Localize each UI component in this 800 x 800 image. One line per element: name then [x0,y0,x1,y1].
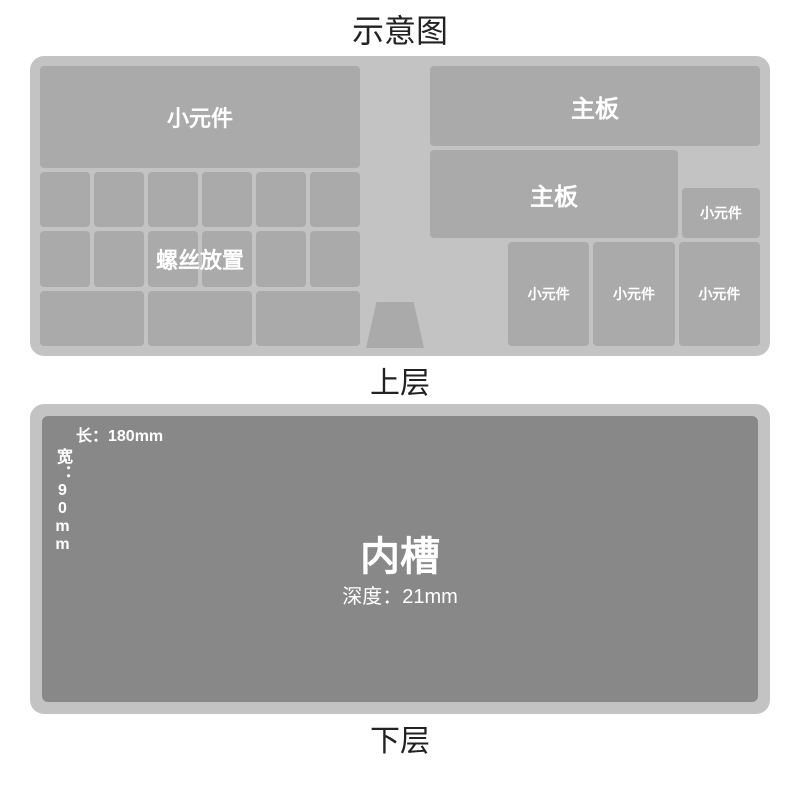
screw-cell-wide [148,291,252,346]
small-cell-right: 小元件 [682,188,760,238]
screw-grid [40,172,360,346]
small-cell-bottom: 小元件 [679,242,760,346]
screw-cell [202,172,252,227]
small-cell-bottom: 小元件 [593,242,674,346]
screw-cell [94,231,144,286]
upper-right-panel: 主板 主板 小元件 小元件 小元件 小元件 [430,66,760,346]
screw-area: 螺丝放置 [40,172,360,346]
center-notch [366,66,424,346]
upper-layer-label: 上层 [0,356,800,404]
screw-cell [94,172,144,227]
slot-title: 内槽 [30,524,770,582]
length-label: 长：180mm [76,422,163,446]
screw-cell [40,172,90,227]
mainboard-label: 主板 [571,89,619,124]
lower-tray: 长：180mm 宽：90mm 内槽 深度：21mm [30,404,770,714]
screw-cell [310,172,360,227]
small-label: 小元件 [528,284,570,304]
screw-cell [40,231,90,286]
notch-shape [366,302,424,348]
mainboard-cell-2: 主板 [430,150,678,238]
upper-tray: 小元件 [30,56,770,356]
screw-cell [256,172,306,227]
mainboard-label: 主板 [530,177,578,212]
screw-cell-wide [256,291,360,346]
small-components-cell: 小元件 [40,66,360,168]
small-label: 小元件 [700,203,742,223]
small-label: 小元件 [613,284,655,304]
screw-cell [148,231,198,286]
depth-label: 深度：21mm [30,580,770,609]
diagram-title: 示意图 [0,0,800,56]
screw-cell [148,172,198,227]
small-components-label: 小元件 [167,101,233,133]
screw-cell-wide [40,291,144,346]
screw-cell [202,231,252,286]
small-cell-bottom: 小元件 [508,242,589,346]
screw-cell [310,231,360,286]
screw-cell [256,231,306,286]
upper-left-panel: 小元件 [40,66,360,346]
lower-layer-label: 下层 [0,714,800,762]
small-label: 小元件 [698,284,740,304]
mainboard-cell-1: 主板 [430,66,760,146]
